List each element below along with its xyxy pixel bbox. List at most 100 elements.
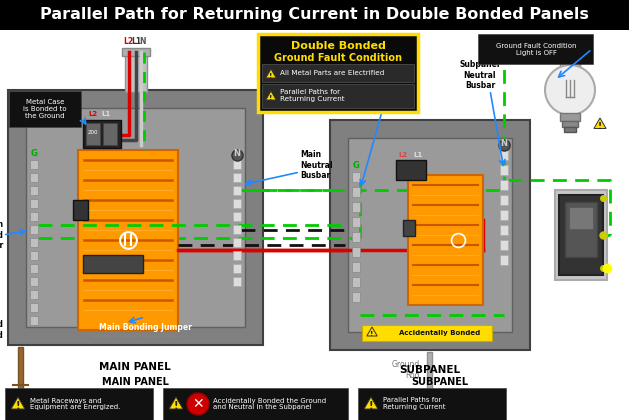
Bar <box>86 123 100 145</box>
Text: L2: L2 <box>123 37 133 46</box>
Text: L1: L1 <box>101 111 111 117</box>
Text: Main
Neutral
Busbar: Main Neutral Busbar <box>300 150 333 180</box>
Bar <box>233 173 241 182</box>
Bar <box>352 217 360 227</box>
Polygon shape <box>266 91 276 100</box>
Text: !: ! <box>16 401 20 411</box>
Text: Metal Case
is Bonded to
the Ground: Metal Case is Bonded to the Ground <box>23 99 67 119</box>
Bar <box>500 180 508 190</box>
Text: 200: 200 <box>88 129 98 134</box>
Text: L1: L1 <box>131 37 141 46</box>
Text: SUBPANEL: SUBPANEL <box>411 377 469 387</box>
Bar <box>500 150 508 160</box>
Bar <box>478 34 593 64</box>
Bar <box>500 195 508 205</box>
Bar <box>565 202 597 257</box>
Bar <box>122 48 150 56</box>
Polygon shape <box>364 397 378 409</box>
Bar <box>500 255 508 265</box>
Bar <box>78 150 178 330</box>
Polygon shape <box>266 69 276 78</box>
Bar <box>358 388 506 420</box>
Bar <box>352 262 360 272</box>
Text: MAIN PANEL: MAIN PANEL <box>101 377 169 387</box>
Bar <box>30 303 38 312</box>
Text: Ground Fault Condition
Light is OFF: Ground Fault Condition Light is OFF <box>496 42 576 55</box>
Bar <box>30 225 38 234</box>
Text: Double Bonded: Double Bonded <box>291 41 386 51</box>
Bar <box>30 290 38 299</box>
Text: !: ! <box>269 73 273 79</box>
Bar <box>562 121 578 127</box>
Bar <box>352 187 360 197</box>
Bar <box>30 316 38 325</box>
Bar <box>403 220 415 236</box>
Polygon shape <box>367 327 377 336</box>
Bar <box>125 52 147 92</box>
Text: Subpanel
Ground
Busbar: Subpanel Ground Busbar <box>370 60 410 90</box>
Text: Subpanel
Neutral
Busbar: Subpanel Neutral Busbar <box>460 60 500 90</box>
Bar <box>233 238 241 247</box>
Bar <box>559 195 603 275</box>
Text: Accidentally Bonded the Ground
and Neutral in the Subpanel: Accidentally Bonded the Ground and Neutr… <box>213 397 326 410</box>
Text: Ground Fault Condition: Ground Fault Condition <box>274 53 402 63</box>
Bar <box>26 108 245 327</box>
Text: L1: L1 <box>413 152 423 158</box>
Bar <box>258 34 418 112</box>
Bar <box>500 240 508 250</box>
Text: Parallel Paths for
Returning Current: Parallel Paths for Returning Current <box>383 397 445 410</box>
Bar <box>233 160 241 169</box>
Bar <box>408 175 483 305</box>
Text: L2: L2 <box>89 111 97 117</box>
Text: SUBPANEL: SUBPANEL <box>399 365 460 375</box>
Text: Main Bonding Jumper: Main Bonding Jumper <box>99 323 191 331</box>
Bar <box>352 277 360 287</box>
Bar <box>427 352 432 390</box>
Bar <box>30 186 38 195</box>
Bar <box>362 325 492 341</box>
Bar <box>0 0 629 30</box>
Text: !: ! <box>269 95 273 101</box>
Text: Accidentally Bonded: Accidentally Bonded <box>399 330 481 336</box>
Bar <box>262 84 414 108</box>
Text: L2: L2 <box>398 152 408 158</box>
Bar <box>352 232 360 242</box>
Bar <box>18 347 23 392</box>
Text: Parallel Paths for
Returning Current: Parallel Paths for Returning Current <box>280 89 345 102</box>
Polygon shape <box>11 397 25 409</box>
Bar <box>555 190 607 280</box>
Text: Metal Raceways and
Equipment are Energized.: Metal Raceways and Equipment are Energiz… <box>30 397 120 410</box>
Text: WWW.ELECTRICALTECNOLOGY.ORG: WWW.ELECTRICALTECNOLOGY.ORG <box>92 334 178 339</box>
Bar <box>103 123 117 145</box>
Text: !: ! <box>370 331 374 337</box>
Bar <box>352 292 360 302</box>
Bar <box>396 160 426 180</box>
Bar <box>8 90 263 345</box>
Text: N: N <box>501 139 508 148</box>
Bar <box>83 120 121 148</box>
Bar <box>30 199 38 208</box>
Text: !: ! <box>598 121 602 131</box>
Bar <box>233 277 241 286</box>
Text: N: N <box>140 37 147 46</box>
Text: Ground
Rod: Ground Rod <box>0 320 3 340</box>
Bar <box>233 251 241 260</box>
Text: G: G <box>353 161 359 170</box>
Bar <box>352 172 360 182</box>
Bar <box>233 212 241 221</box>
Text: N: N <box>233 149 240 158</box>
Bar <box>348 138 512 332</box>
Bar <box>352 247 360 257</box>
Bar <box>233 199 241 208</box>
Bar <box>30 173 38 182</box>
Text: Ground
Rod: Ground Rod <box>392 360 420 380</box>
Bar <box>564 127 576 132</box>
Bar <box>262 64 414 82</box>
Bar <box>73 200 88 220</box>
Bar <box>30 264 38 273</box>
Circle shape <box>187 393 209 415</box>
Text: ✕: ✕ <box>192 397 204 411</box>
Text: All Metal Parts are Electrified: All Metal Parts are Electrified <box>280 70 384 76</box>
Text: !: ! <box>369 401 374 411</box>
Text: MAIN PANEL: MAIN PANEL <box>99 362 171 372</box>
